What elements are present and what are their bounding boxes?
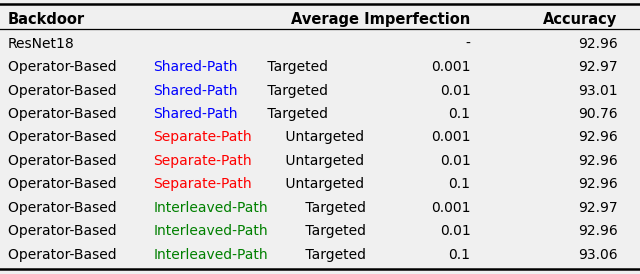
- Text: Operator-Based: Operator-Based: [8, 154, 121, 168]
- Text: Operator-Based: Operator-Based: [8, 201, 121, 215]
- Text: 92.96: 92.96: [578, 130, 618, 144]
- Text: Separate-Path: Separate-Path: [154, 154, 252, 168]
- Text: Separate-Path: Separate-Path: [154, 177, 252, 191]
- Text: 0.01: 0.01: [440, 154, 470, 168]
- Text: Operator-Based: Operator-Based: [8, 177, 121, 191]
- Text: Operator-Based: Operator-Based: [8, 224, 121, 238]
- Text: Targeted: Targeted: [262, 107, 328, 121]
- Text: 90.76: 90.76: [578, 107, 618, 121]
- Text: Targeted: Targeted: [301, 201, 366, 215]
- Text: 0.01: 0.01: [440, 84, 470, 98]
- Text: Untargeted: Untargeted: [281, 154, 364, 168]
- Text: Interleaved-Path: Interleaved-Path: [154, 248, 268, 262]
- Text: Operator-Based: Operator-Based: [8, 60, 121, 74]
- Text: Interleaved-Path: Interleaved-Path: [154, 224, 268, 238]
- Text: Separate-Path: Separate-Path: [154, 130, 252, 144]
- Text: Operator-Based: Operator-Based: [8, 130, 121, 144]
- Text: Average Imperfection: Average Imperfection: [291, 12, 470, 27]
- Text: Operator-Based: Operator-Based: [8, 84, 121, 98]
- Text: 0.1: 0.1: [449, 248, 470, 262]
- Text: 0.1: 0.1: [449, 177, 470, 191]
- Text: 0.1: 0.1: [449, 107, 470, 121]
- Text: 0.001: 0.001: [431, 60, 470, 74]
- Text: Backdoor: Backdoor: [8, 12, 85, 27]
- Text: Shared-Path: Shared-Path: [154, 84, 238, 98]
- Text: 92.97: 92.97: [578, 201, 618, 215]
- Text: 92.96: 92.96: [578, 224, 618, 238]
- Text: Targeted: Targeted: [262, 60, 328, 74]
- Text: 0.01: 0.01: [440, 224, 470, 238]
- Text: 92.96: 92.96: [578, 37, 618, 51]
- Text: Shared-Path: Shared-Path: [154, 60, 238, 74]
- Text: Targeted: Targeted: [301, 248, 366, 262]
- Text: 0.001: 0.001: [431, 130, 470, 144]
- Text: Untargeted: Untargeted: [281, 177, 364, 191]
- Text: 93.06: 93.06: [578, 248, 618, 262]
- Text: Untargeted: Untargeted: [281, 130, 364, 144]
- Text: 92.96: 92.96: [578, 154, 618, 168]
- Text: 92.96: 92.96: [578, 177, 618, 191]
- Text: 93.01: 93.01: [578, 84, 618, 98]
- Text: Operator-Based: Operator-Based: [8, 107, 121, 121]
- Text: Targeted: Targeted: [301, 224, 366, 238]
- Text: Interleaved-Path: Interleaved-Path: [154, 201, 268, 215]
- Text: Targeted: Targeted: [262, 84, 328, 98]
- Text: 0.001: 0.001: [431, 201, 470, 215]
- Text: -: -: [465, 37, 470, 51]
- Text: ResNet18: ResNet18: [8, 37, 74, 51]
- Text: Operator-Based: Operator-Based: [8, 248, 121, 262]
- Text: 92.97: 92.97: [578, 60, 618, 74]
- Text: Shared-Path: Shared-Path: [154, 107, 238, 121]
- Text: Accuracy: Accuracy: [543, 12, 618, 27]
